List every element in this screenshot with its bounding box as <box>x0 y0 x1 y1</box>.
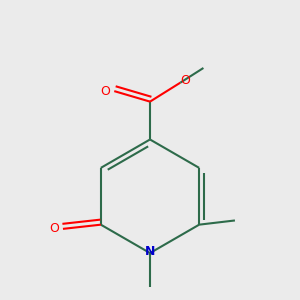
Text: N: N <box>145 245 155 258</box>
Text: O: O <box>49 222 58 236</box>
Text: O: O <box>180 74 190 87</box>
Text: O: O <box>100 85 110 98</box>
